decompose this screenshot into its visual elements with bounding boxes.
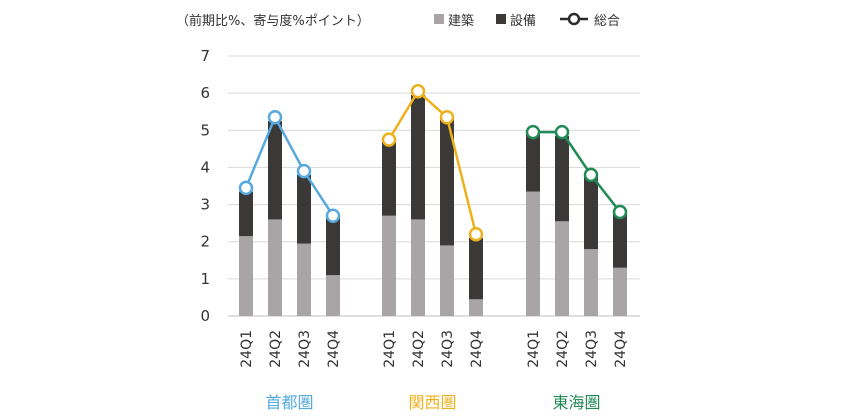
total-marker bbox=[612, 204, 628, 220]
bar-equipment bbox=[469, 238, 483, 300]
total-marker bbox=[439, 110, 455, 125]
total-marker bbox=[525, 124, 541, 140]
x-tick-label: 24Q4 bbox=[469, 330, 485, 368]
total-marker bbox=[267, 110, 283, 125]
bar-equipment bbox=[613, 213, 627, 268]
bar-building bbox=[555, 221, 569, 316]
unit-note: （前期比%、寄与度%ポイント） bbox=[176, 13, 370, 29]
group-label: 首都圏 bbox=[265, 393, 313, 412]
x-axis-labels: 24Q1 24Q2 24Q3 24Q4 24Q1 24Q2 24Q3 24Q4 24Q1 24Q2… bbox=[239, 330, 629, 368]
legend-swatch-building bbox=[434, 14, 444, 24]
group-labels: 首都圏 関西圏 東海圏 bbox=[265, 393, 600, 412]
bar-building bbox=[613, 267, 627, 316]
total-marker bbox=[325, 208, 341, 223]
total-marker bbox=[238, 180, 254, 196]
group-label: 東海圏 bbox=[552, 393, 600, 412]
legend-label-total: 総合 bbox=[594, 14, 620, 29]
x-tick-label: 24Q1 bbox=[382, 330, 398, 368]
y-tick-label: 0 bbox=[200, 307, 210, 325]
y-tick-label: 4 bbox=[200, 158, 210, 176]
bar-equipment bbox=[268, 121, 282, 220]
bar-equipment bbox=[555, 135, 569, 222]
bar-equipment bbox=[239, 191, 253, 237]
bar-building bbox=[297, 243, 311, 316]
bar-equipment bbox=[326, 217, 340, 276]
bar-building bbox=[526, 191, 540, 316]
y-tick-label: 6 bbox=[200, 84, 210, 102]
x-tick-label: 24Q1 bbox=[526, 330, 542, 368]
x-tick-label: 24Q2 bbox=[555, 330, 571, 368]
bar-building bbox=[411, 219, 425, 316]
total-lines bbox=[238, 84, 628, 242]
y-tick-label: 7 bbox=[200, 47, 210, 65]
bar-building bbox=[440, 245, 454, 316]
legend: 建築 設備 総合 bbox=[434, 12, 620, 29]
bar-equipment bbox=[297, 174, 311, 244]
total-marker bbox=[381, 132, 397, 147]
bar-equipment bbox=[440, 119, 454, 246]
bar-building bbox=[268, 219, 282, 316]
total-marker bbox=[468, 227, 484, 242]
bars bbox=[239, 95, 627, 316]
y-tick-label: 5 bbox=[200, 121, 210, 139]
x-tick-label: 24Q2 bbox=[268, 330, 284, 368]
bar-building bbox=[382, 215, 396, 316]
y-axis: 0 1 2 3 4 5 6 7 bbox=[200, 47, 210, 325]
bar-equipment bbox=[411, 95, 425, 220]
y-tick-label: 3 bbox=[200, 196, 210, 214]
legend-label-building: 建築 bbox=[448, 14, 474, 29]
bar-building bbox=[469, 299, 483, 316]
x-tick-label: 24Q3 bbox=[440, 330, 456, 368]
total-marker bbox=[554, 124, 570, 140]
x-tick-label: 24Q1 bbox=[239, 330, 255, 368]
bar-building bbox=[326, 275, 340, 316]
x-tick-label: 24Q2 bbox=[411, 330, 427, 368]
total-marker bbox=[296, 163, 312, 179]
bar-equipment bbox=[382, 139, 396, 216]
total-line bbox=[533, 130, 621, 213]
total-line bbox=[387, 89, 478, 235]
bar-building bbox=[239, 236, 253, 316]
bar-equipment bbox=[584, 176, 598, 250]
gridlines bbox=[228, 55, 640, 317]
y-tick-label: 2 bbox=[200, 233, 210, 251]
bar-building bbox=[584, 249, 598, 316]
y-tick-label: 1 bbox=[200, 270, 210, 288]
bar-equipment bbox=[526, 134, 540, 192]
x-tick-label: 24Q4 bbox=[326, 330, 342, 368]
legend-marker-total bbox=[567, 12, 581, 26]
legend-swatch-equipment bbox=[496, 14, 506, 24]
total-marker bbox=[410, 84, 426, 99]
legend-label-equipment: 設備 bbox=[510, 13, 536, 29]
x-tick-label: 24Q4 bbox=[613, 330, 629, 368]
x-tick-label: 24Q3 bbox=[584, 330, 600, 368]
total-line bbox=[244, 114, 335, 217]
group-label: 関西圏 bbox=[408, 393, 456, 412]
x-tick-label: 24Q3 bbox=[297, 330, 313, 368]
total-marker bbox=[583, 167, 599, 183]
